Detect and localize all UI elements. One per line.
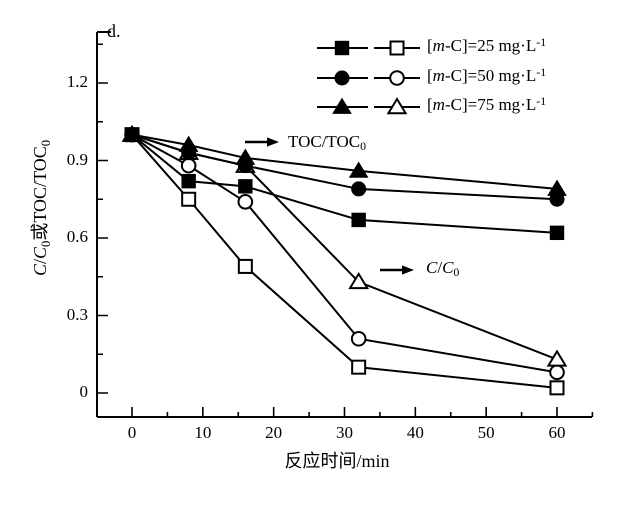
open-triangle-marker [546, 349, 568, 367]
text-part: C [30, 246, 50, 259]
open-triangle-marker [348, 271, 370, 290]
series-c-25 [124, 127, 565, 396]
filled-triangle-marker [332, 97, 352, 114]
legend-entry-label: [m-C]=75 mg·L-1 [427, 93, 547, 115]
text-part: -C]=25 mg·L [444, 36, 537, 55]
open-square-marker [389, 40, 405, 56]
toc-arrow-icon [245, 137, 279, 147]
filled-circle-marker [351, 181, 367, 197]
x-tick-label: 40 [406, 423, 424, 442]
text-part: [ [427, 36, 433, 55]
legend-glyphs [317, 40, 420, 115]
c-arrow-icon [380, 265, 414, 275]
text-part: C [30, 263, 50, 276]
text-part: TOC/TOC [288, 132, 361, 151]
open-square-marker [181, 191, 197, 207]
c-annotation: C/C0 [426, 258, 460, 280]
filled-square-marker [238, 179, 253, 194]
panel-label: d. [107, 21, 121, 41]
filled-square-marker [549, 225, 565, 241]
legend-entry-label: [m-C]=50 mg·L-1 [427, 64, 547, 86]
filled-square-marker [334, 40, 350, 56]
text-part: m [432, 36, 445, 55]
arrow-head-icon [267, 137, 279, 147]
open-circle-marker [237, 194, 254, 210]
text-part: 0 [38, 140, 53, 147]
filled-triangle-marker [122, 125, 142, 142]
open-triangle-marker [386, 97, 408, 115]
x-tick-label: 50 [477, 423, 495, 442]
y-tick-label: 0.9 [66, 149, 88, 169]
text-part: C [426, 258, 438, 277]
text-part: / [437, 258, 443, 277]
y-tick-label: 0 [79, 382, 89, 401]
text-part: -1 [536, 93, 547, 108]
open-circle-marker [180, 157, 197, 174]
y-tick-label: 1.2 [66, 72, 88, 91]
text-part: -1 [536, 64, 547, 79]
open-square-marker [351, 359, 367, 375]
text-part: [ [427, 95, 433, 114]
filled-triangle-marker [547, 179, 567, 196]
x-tick-label: 20 [265, 423, 283, 442]
open-square-marker [237, 258, 253, 274]
arrow-head-icon [402, 265, 414, 275]
y-tick-label: 0.3 [66, 304, 88, 324]
axis-ticks [97, 43, 594, 417]
x-tick-label: 10 [194, 423, 212, 442]
text-part: m [432, 95, 445, 114]
series-toc-75 [122, 125, 567, 196]
text-part: m [432, 66, 445, 85]
text-part: -C]=75 mg·L [444, 95, 537, 114]
filled-triangle-marker [235, 148, 256, 165]
filled-circle-marker [334, 70, 350, 86]
open-square-marker [549, 380, 565, 396]
x-tick-label: 30 [335, 423, 353, 442]
x-axis-label: 反应时间/min [284, 451, 390, 471]
legend-entry-label: [m-C]=25 mg·L-1 [427, 34, 547, 56]
text-part: -C]=50 mg·L [444, 66, 537, 85]
filled-triangle-marker [178, 135, 199, 152]
filled-square-marker [181, 173, 196, 189]
text-part: C [442, 258, 454, 277]
open-circle-marker [549, 364, 565, 381]
text-part: 0 [360, 139, 367, 154]
filled-triangle-marker [348, 161, 369, 178]
open-circle-marker [389, 70, 405, 86]
toc-annotation: TOC/TOC0 [288, 132, 367, 154]
text-part: -1 [536, 34, 547, 49]
series-line [131, 134, 558, 389]
series-c-50 [124, 126, 565, 381]
text-part: [ [427, 66, 433, 85]
open-circle-marker [350, 330, 367, 347]
x-tick-label: 60 [548, 423, 566, 442]
filled-square-marker [351, 212, 366, 228]
axes-spines [96, 31, 592, 418]
text-part: / [30, 258, 50, 264]
x-tick-label: 0 [127, 423, 137, 442]
series-line [131, 133, 558, 374]
text-part: 0 [453, 265, 460, 280]
y-tick-label: 0.6 [66, 227, 88, 246]
